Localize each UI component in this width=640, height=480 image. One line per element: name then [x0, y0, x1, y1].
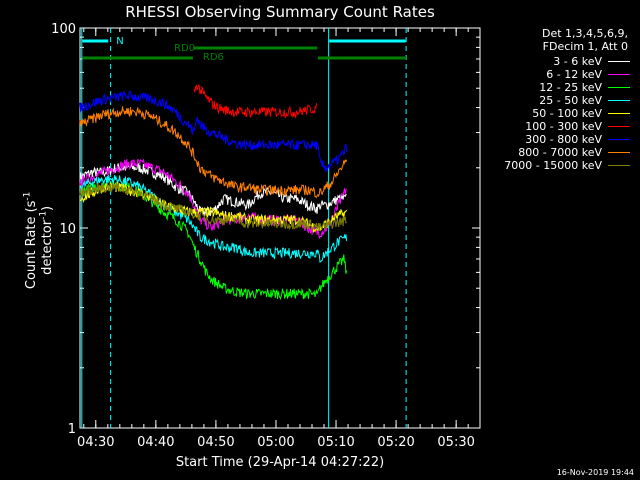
series-100-300-kev	[193, 84, 318, 119]
x-tick-label: 05:00	[257, 435, 294, 450]
flag-label-rd0: RD0	[174, 43, 195, 54]
legend-entry: 3 - 6 keV	[553, 55, 630, 68]
legend-swatch	[608, 113, 630, 114]
series-12-25-kev	[79, 178, 348, 301]
x-tick-label: 04:50	[197, 435, 234, 450]
series-3-6-kev	[79, 162, 347, 217]
legend-swatch	[608, 165, 630, 166]
series-6-12-kev	[79, 158, 348, 240]
legend-swatch	[608, 61, 630, 62]
legend-entry: 12 - 25 keV	[539, 81, 630, 94]
y-tick-label: 10	[59, 222, 76, 237]
series-800-7000-kev	[79, 106, 348, 199]
flag-label-rd6: RD6	[203, 52, 224, 63]
legend-entry: 800 - 7000 keV	[518, 146, 630, 159]
legend-swatch	[608, 87, 630, 88]
series-300-800-kev	[79, 90, 348, 172]
legend-swatch	[608, 100, 630, 101]
x-tick-label: 05:10	[317, 435, 354, 450]
x-tick-label: 04:30	[77, 435, 114, 450]
x-tick-label: 05:20	[377, 435, 414, 450]
legend-header-decimation: FDecim 1, Att 0	[542, 40, 628, 53]
plot-timestamp: 16-Nov-2019 19:44	[556, 468, 634, 477]
x-axis-label: Start Time (29-Apr-14 04:27:22)	[175, 455, 385, 470]
y-axis-label: Count Rate (s-1 detector-1)	[22, 191, 56, 290]
legend-entry: 25 - 50 keV	[539, 94, 630, 107]
legend-entry-label: 7000 - 15000 keV	[504, 159, 602, 172]
legend-entry: 6 - 12 keV	[546, 68, 630, 81]
series-25-50-kev	[79, 175, 348, 263]
legend-entry: 7000 - 15000 keV	[504, 159, 630, 172]
legend-entry-label: 300 - 800 keV	[525, 133, 602, 146]
legend-swatch	[608, 152, 630, 153]
legend-entry: 50 - 100 keV	[532, 107, 630, 120]
legend-entry-label: 3 - 6 keV	[553, 55, 602, 68]
legend-header-detectors: Det 1,3,4,5,6,9,	[541, 27, 628, 40]
legend-entry-label: 12 - 25 keV	[539, 81, 602, 94]
legend-swatch	[608, 126, 630, 127]
legend-swatch	[608, 74, 630, 75]
x-tick-label: 05:30	[437, 435, 474, 450]
series-7000-15000-kev	[79, 181, 347, 231]
plot-frame	[79, 27, 481, 429]
legend-entry-label: 100 - 300 keV	[525, 120, 602, 133]
y-tick-label: 100	[51, 22, 76, 37]
flag-label-n: N	[116, 36, 123, 47]
legend-entry-label: 25 - 50 keV	[539, 94, 602, 107]
chart-title: RHESSI Observing Summary Count Rates	[125, 3, 435, 21]
legend-entry-label: 50 - 100 keV	[532, 107, 602, 120]
legend-entry: 100 - 300 keV	[525, 120, 630, 133]
legend-entry: 300 - 800 keV	[525, 133, 630, 146]
y-tick-label: 1	[68, 422, 76, 437]
legend-entry-label: 6 - 12 keV	[546, 68, 602, 81]
x-tick-label: 04:40	[137, 435, 174, 450]
legend-swatch	[608, 139, 630, 140]
legend-entry-label: 800 - 7000 keV	[518, 146, 602, 159]
